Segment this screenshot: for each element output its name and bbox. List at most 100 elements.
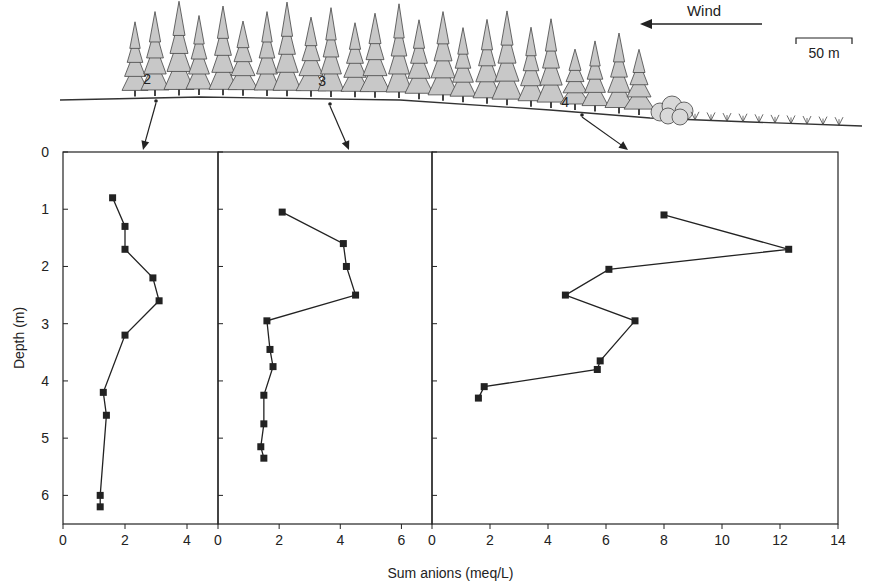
data-point — [149, 274, 156, 281]
tree — [582, 41, 608, 112]
x-tick-label: 4 — [183, 532, 191, 548]
y-tick — [218, 209, 223, 210]
tree — [318, 8, 344, 97]
x-tick-label: 2 — [121, 532, 129, 548]
data-point — [352, 292, 359, 299]
tree — [141, 12, 169, 96]
scale-label: 50 m — [808, 45, 839, 61]
y-tick — [218, 323, 223, 324]
y-tick — [432, 152, 437, 153]
x-tick-label: 2 — [275, 532, 283, 548]
x-tick — [432, 524, 433, 529]
data-point — [156, 297, 163, 304]
tree — [360, 13, 390, 97]
tree — [492, 11, 522, 105]
x-tick-label: 14 — [830, 532, 846, 548]
y-tick — [63, 495, 68, 496]
panel: 0240123456Depth (m)2 — [11, 71, 218, 548]
data-point — [481, 383, 488, 390]
y-tick — [432, 323, 437, 324]
data-group — [97, 194, 163, 510]
data-group — [257, 209, 359, 462]
site-dot — [154, 99, 158, 103]
y-tick — [63, 152, 68, 153]
x-tick-label: 6 — [398, 532, 406, 548]
site-arrowhead — [141, 140, 149, 150]
grass — [707, 112, 715, 120]
figure: Wind50 m0240123456Depth (m)20246Sum anio… — [0, 0, 872, 588]
tree — [186, 16, 212, 96]
ground-line — [60, 97, 862, 126]
data-point — [605, 266, 612, 273]
y-tick — [218, 152, 223, 153]
site-arrow — [145, 103, 156, 144]
data-point — [343, 263, 350, 270]
x-tick — [279, 524, 280, 529]
site-label: 2 — [143, 71, 151, 87]
data-point — [122, 223, 129, 230]
y-tick — [432, 438, 437, 439]
y-tick-label: 3 — [41, 316, 49, 332]
y-tick — [63, 438, 68, 439]
x-axis-title: Sum anions (meq/L) — [387, 565, 513, 581]
wind-arrow — [646, 23, 762, 24]
x-tick — [722, 524, 723, 529]
grass — [739, 114, 747, 122]
site-label: 4 — [561, 94, 569, 110]
grass — [691, 112, 699, 120]
data-point — [109, 194, 116, 201]
x-tick — [780, 524, 781, 529]
tree — [450, 28, 476, 103]
y-tick — [432, 266, 437, 267]
y-tick-label: 4 — [41, 373, 49, 389]
tree — [386, 4, 412, 98]
x-tick — [490, 524, 491, 529]
y-tick — [218, 495, 223, 496]
data-point — [257, 443, 264, 450]
tree — [296, 17, 326, 97]
data-group — [475, 211, 792, 401]
data-point — [597, 357, 604, 364]
x-tick-label: 0 — [428, 532, 436, 548]
grass — [787, 115, 795, 123]
x-tick-label: 2 — [486, 532, 494, 548]
x-tick — [218, 524, 219, 529]
grass — [755, 114, 763, 122]
x-tick — [664, 524, 665, 529]
tree — [428, 12, 458, 101]
wind-arrowhead — [640, 19, 652, 29]
y-tick — [218, 380, 223, 381]
x-tick-label: 0 — [59, 532, 67, 548]
x-tick-label: 4 — [544, 532, 552, 548]
scale-bar — [796, 38, 852, 44]
x-tick — [63, 524, 64, 529]
grass — [835, 117, 843, 125]
site-label: 3 — [318, 73, 326, 89]
data-point — [279, 209, 286, 216]
profile-line — [261, 212, 356, 458]
grass — [819, 117, 827, 125]
y-axis-title: Depth (m) — [11, 307, 27, 369]
data-point — [562, 292, 569, 299]
site-dot — [328, 102, 332, 106]
x-tick — [340, 524, 341, 529]
data-point — [475, 395, 482, 402]
site-arrowhead — [618, 141, 628, 150]
site-arrowhead — [342, 140, 349, 150]
data-point — [340, 240, 347, 247]
x-tick-label: 10 — [714, 532, 730, 548]
x-tick — [401, 524, 402, 529]
profile-line — [478, 215, 788, 398]
tree — [228, 21, 258, 96]
site-arrow — [582, 117, 623, 146]
y-tick-label: 5 — [41, 430, 49, 446]
y-tick — [432, 209, 437, 210]
plot-frame — [63, 152, 218, 524]
x-tick-label: 6 — [602, 532, 610, 548]
tree — [624, 49, 654, 115]
panel: 0246Sum anions (meq/L)3 — [214, 73, 513, 581]
data-point — [785, 246, 792, 253]
y-tick — [63, 266, 68, 267]
data-point — [632, 317, 639, 324]
x-tick — [606, 524, 607, 529]
